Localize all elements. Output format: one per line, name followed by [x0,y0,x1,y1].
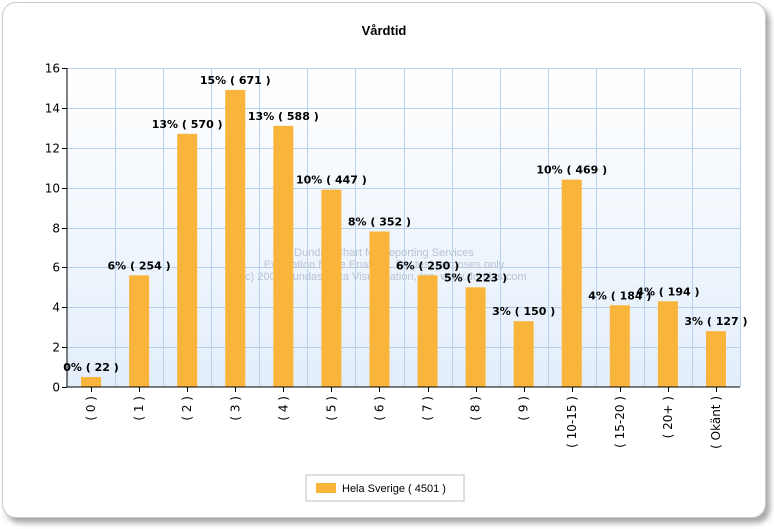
x-tick-label: ( 9 ) [517,396,531,421]
bar [417,275,438,387]
bars [81,89,726,388]
x-tick-label: ( Okänt ) [709,396,723,449]
data-label: 10% ( 469 ) [536,164,607,177]
data-label: 6% ( 250 ) [396,259,459,272]
x-tick-label: ( 20+ ) [661,396,675,438]
x-tick-label: ( 3 ) [228,396,242,421]
y-tick-label: 2 [52,341,60,355]
x-tick-label: ( 7 ) [421,396,435,421]
bar [321,189,342,387]
x-tick-label: ( 0 ) [84,396,98,421]
y-tick-label: 12 [45,142,60,156]
y-tick-label: 8 [52,222,60,236]
data-label: 3% ( 127 ) [684,315,747,328]
x-tick-label: ( 10-15 ) [565,396,579,448]
data-label: 6% ( 254 ) [108,259,171,272]
x-axis-ticks: ( 0 ) ( 1 ) ( 2 ) ( 3 ) ( 4 ) ( 5 ) ( 6 ) ( 7 )… [84,387,723,449]
data-label: 15% ( 671 ) [200,74,271,87]
x-tick-label: ( 5 ) [324,396,338,421]
bar [225,89,246,388]
x-tick-label: ( 2 ) [180,396,194,421]
bar [513,321,534,387]
data-label: 13% ( 570 ) [152,118,223,131]
bar [177,133,198,387]
data-label: 5% ( 223 ) [444,271,507,284]
bar [465,287,486,387]
bar [273,125,294,387]
bar [129,275,150,387]
chart-title: Vårdtid [362,23,407,38]
bar [609,305,630,387]
bar [369,231,390,387]
y-axis-ticks: 0 2 4 6 8 10 12 14 16 [45,62,67,395]
x-tick-label: ( 6 ) [372,396,386,421]
bar [657,301,678,387]
x-tick-label: ( 4 ) [276,396,290,421]
y-tick-label: 4 [52,301,60,315]
data-label: 10% ( 447 ) [296,174,367,187]
legend: Hela Sverige ( 4501 ) [305,474,465,502]
data-label: 0% ( 22 ) [63,361,119,374]
data-label: 13% ( 588 ) [248,110,319,123]
data-label: 4% ( 184 ) [588,289,651,302]
legend-label: Hela Sverige ( 4501 ) [342,483,446,495]
y-tick-label: 16 [45,62,60,76]
data-labels: 0% ( 22 ) 6% ( 254 ) 13% ( 570 ) 15% ( 671 … [63,74,747,374]
bar [561,179,582,387]
y-tick-label: 10 [45,182,60,196]
x-tick-label: ( 15-20 ) [613,396,627,448]
data-label: 4% ( 194 ) [636,285,699,298]
y-tick-label: 6 [52,261,60,275]
bar [81,377,102,387]
y-tick-label: 14 [45,102,60,116]
bar [705,331,726,387]
x-tick-label: ( 8 ) [469,396,483,421]
y-tick-label: 0 [52,381,60,395]
data-label: 8% ( 352 ) [348,215,411,228]
data-label: 3% ( 150 ) [492,305,555,318]
legend-swatch [316,483,336,493]
x-tick-label: ( 1 ) [132,396,146,421]
